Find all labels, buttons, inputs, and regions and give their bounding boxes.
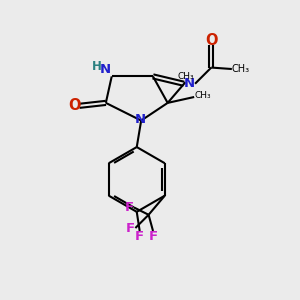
Text: O: O	[68, 98, 81, 113]
Text: CH₃: CH₃	[232, 64, 250, 74]
Text: F: F	[148, 230, 158, 243]
Text: F: F	[135, 230, 144, 243]
Text: CH₃: CH₃	[195, 91, 211, 100]
Text: O: O	[205, 33, 217, 48]
Text: F: F	[124, 201, 134, 214]
Text: N: N	[184, 77, 195, 90]
Text: N: N	[100, 63, 111, 76]
Text: N: N	[135, 113, 146, 126]
Text: F: F	[126, 221, 135, 235]
Text: H: H	[92, 61, 102, 74]
Text: CH₃: CH₃	[177, 73, 194, 82]
